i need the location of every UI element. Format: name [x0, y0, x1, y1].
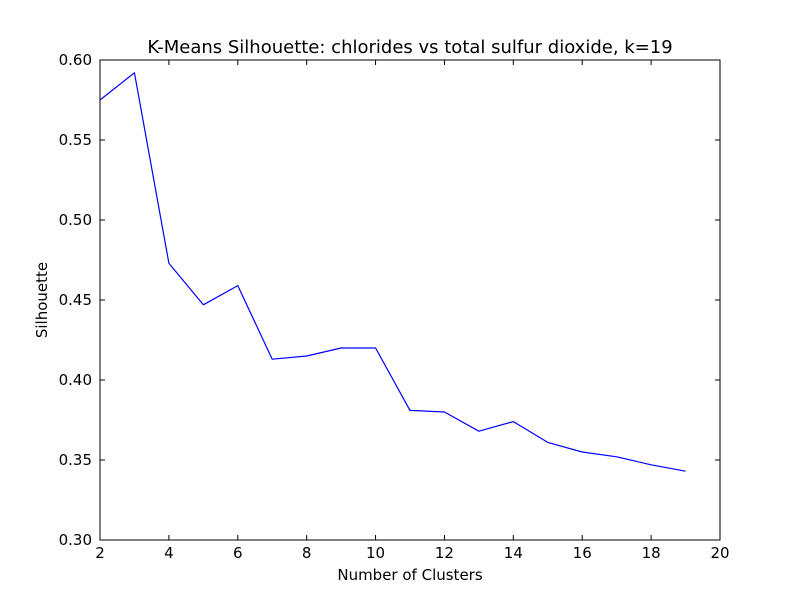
y-tick-label: 0.40	[59, 371, 92, 389]
x-tick-label: 10	[366, 544, 385, 562]
series-layer	[99, 72, 686, 472]
data-point	[134, 72, 135, 73]
data-point	[616, 456, 617, 457]
y-tick-label: 0.50	[59, 211, 92, 229]
chart-title: K-Means Silhouette: chlorides vs total s…	[147, 37, 672, 58]
x-tick-label: 18	[642, 544, 661, 562]
data-point	[203, 304, 204, 305]
data-point	[582, 451, 583, 452]
y-tick-label: 0.30	[59, 531, 92, 549]
x-tick-label: 14	[504, 544, 523, 562]
x-tick-label: 16	[573, 544, 592, 562]
data-point	[444, 411, 445, 412]
y-tick-label: 0.35	[59, 451, 92, 469]
data-point	[375, 347, 376, 348]
data-point	[168, 263, 169, 264]
data-point	[306, 355, 307, 356]
series-line	[99, 72, 686, 472]
x-tick-label: 2	[95, 544, 105, 562]
data-point	[237, 285, 238, 286]
data-point	[409, 410, 410, 411]
data-point	[685, 471, 686, 472]
x-tick-label: 20	[710, 544, 729, 562]
data-point	[272, 359, 273, 360]
x-tick-label: 4	[164, 544, 174, 562]
ticks-layer: 2 4 6 8 10 12 14 16 18 20 0.30 0.35 0.40 0.45 0.50 0.55…	[59, 51, 730, 562]
data-point	[651, 464, 652, 465]
plot-frame	[99, 59, 721, 541]
y-axis-label: Silhouette	[33, 262, 51, 338]
x-tick-label: 12	[435, 544, 454, 562]
data-point	[341, 347, 342, 348]
y-tick-label: 0.60	[59, 51, 92, 69]
labels-layer: K-Means Silhouette: chlorides vs total s…	[33, 37, 673, 584]
data-point	[513, 421, 514, 422]
y-tick-label: 0.45	[59, 291, 92, 309]
x-axis-label: Number of Clusters	[337, 566, 482, 584]
x-tick-label: 6	[233, 544, 243, 562]
data-point	[547, 442, 548, 443]
data-point	[478, 431, 479, 432]
x-tick-label: 8	[302, 544, 312, 562]
y-tick-label: 0.55	[59, 131, 92, 149]
